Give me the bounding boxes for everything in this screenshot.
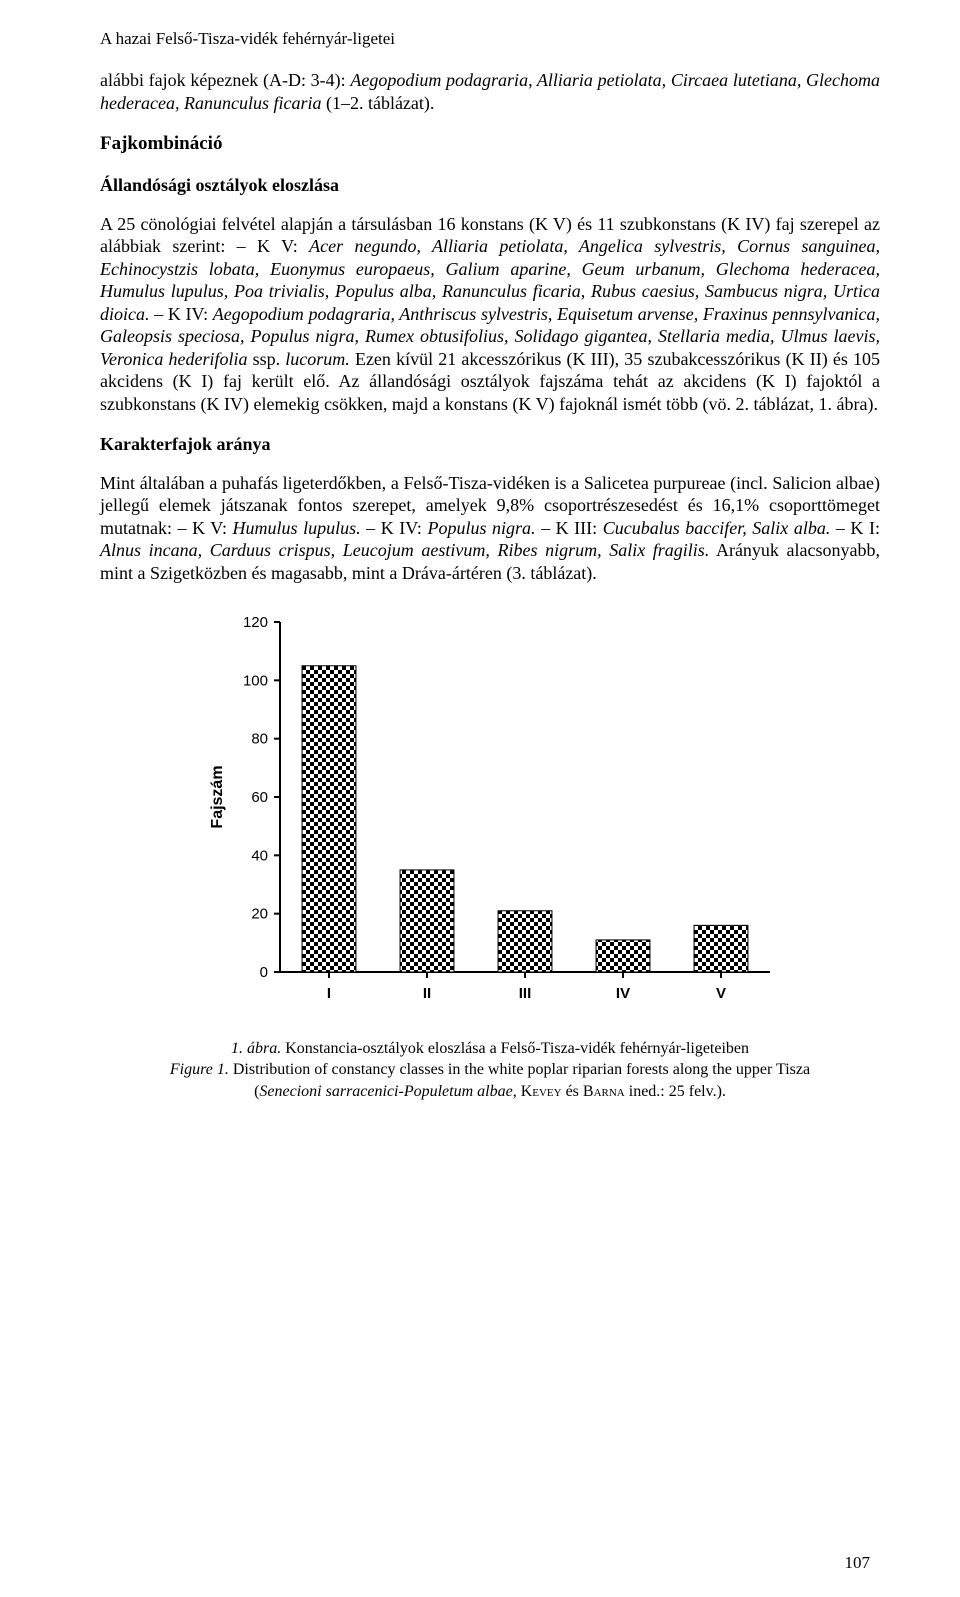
y-tick-label: 80: [251, 731, 268, 748]
subsection-title-allandosagi: Állandósági osztályok eloszlása: [100, 174, 880, 197]
x-tick-label: III: [519, 985, 532, 1002]
intro-paragraph: alábbi fajok képeznek (A-D: 3-4): Aegopo…: [100, 69, 880, 114]
y-tick-label: 60: [251, 789, 268, 806]
x-tick-label: II: [423, 985, 431, 1002]
allandosagi-paragraph: A 25 cönológiai felvétel alapján a társu…: [100, 213, 880, 416]
running-head: A hazai Felső-Tisza-vidék fehérnyár-lige…: [100, 28, 880, 49]
subsection-title-karakterfajok: Karakterfajok aránya: [100, 433, 880, 456]
y-tick-label: 100: [243, 672, 268, 689]
y-tick-label: 20: [251, 906, 268, 923]
bar: [400, 870, 454, 972]
y-tick-label: 40: [251, 847, 268, 864]
bar: [498, 911, 552, 972]
x-tick-label: I: [327, 985, 331, 1002]
page: A hazai Felső-Tisza-vidék fehérnyár-lige…: [0, 0, 960, 1597]
y-tick-label: 0: [260, 964, 268, 981]
section-title-fajkombinacio: Fajkombináció: [100, 132, 880, 156]
x-tick-label: V: [716, 985, 726, 1002]
y-axis-label: Fajszám: [209, 765, 226, 828]
bar: [694, 925, 748, 972]
bar: [302, 666, 356, 972]
figure-1-caption: 1. ábra. Konstancia-osztályok eloszlása …: [120, 1038, 860, 1103]
bar-chart-svg: 020406080100120FajszámIIIIIIIVV: [190, 602, 790, 1022]
y-tick-label: 120: [243, 614, 268, 631]
karakterfajok-paragraph: Mint általában a puhafás ligeterdőkben, …: [100, 472, 880, 585]
page-number: 107: [845, 1552, 871, 1573]
figure-1-chart: 020406080100120FajszámIIIIIIIVV: [190, 602, 790, 1028]
bar: [596, 940, 650, 972]
x-tick-label: IV: [616, 985, 630, 1002]
